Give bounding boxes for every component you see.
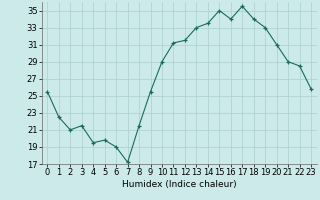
X-axis label: Humidex (Indice chaleur): Humidex (Indice chaleur): [122, 180, 236, 189]
